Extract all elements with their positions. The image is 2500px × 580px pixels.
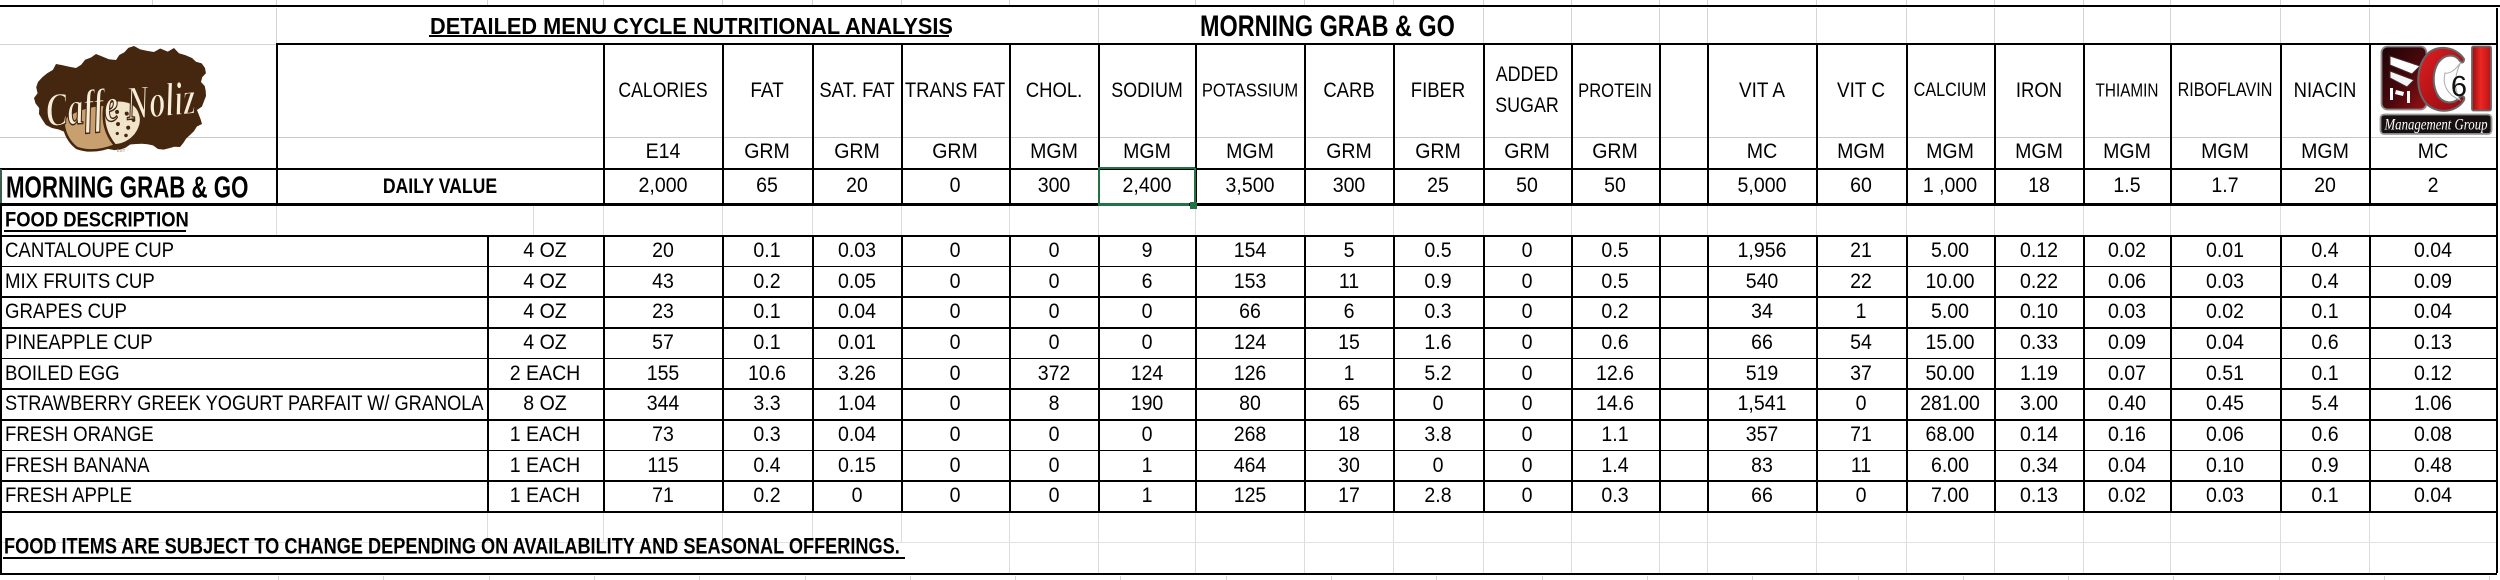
svg-text:Management Group: Management Group	[2384, 117, 2488, 134]
svg-text:6: 6	[2451, 71, 2467, 103]
svg-text:· EST ·: · EST ·	[114, 148, 128, 153]
